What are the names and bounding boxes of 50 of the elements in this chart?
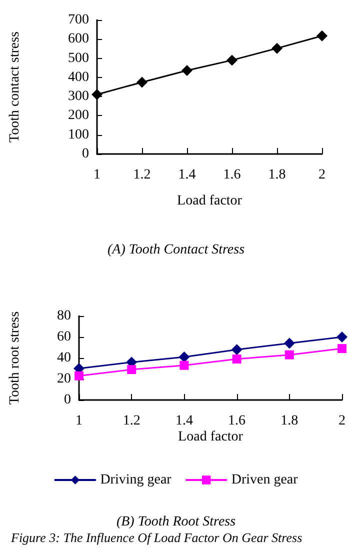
text: (A) Tooth Contact Stress xyxy=(107,242,246,258)
point xyxy=(272,42,282,54)
x-tick-label: 1 xyxy=(94,168,100,182)
y-tick-label: 0 xyxy=(64,392,71,408)
point xyxy=(74,371,84,380)
point xyxy=(136,76,148,88)
y-tick-label: 400 xyxy=(68,70,89,85)
x-axis-title: Load factor xyxy=(177,194,242,208)
point xyxy=(182,65,192,76)
point xyxy=(180,360,189,370)
y-tick-label: 20 xyxy=(57,372,71,386)
text: (B) Tooth Root Stress xyxy=(116,514,236,530)
x-axis-title: Load factor xyxy=(178,430,244,444)
point xyxy=(226,54,238,66)
point xyxy=(284,338,295,349)
y-tick-label: 60 xyxy=(57,330,71,344)
y-tick-label: 80 xyxy=(57,308,71,324)
y-tick-label: 700 xyxy=(68,12,89,28)
y-tick-label: 40 xyxy=(57,350,71,366)
point xyxy=(92,88,102,100)
y-tick-label: 500 xyxy=(68,50,89,66)
x-tick-label: 1.2 xyxy=(122,414,140,428)
point xyxy=(338,344,346,354)
caption: Figure 3: The Influence Of Load Factor On Gear Stress xyxy=(10,530,302,545)
y-axis-title: Tooth contact stress xyxy=(8,32,22,142)
x-tick-label: 1.4 xyxy=(178,168,196,182)
point xyxy=(178,351,190,362)
x-tick-label: 1.4 xyxy=(175,414,193,428)
legend-label: Driven gear xyxy=(231,472,298,488)
x-tick-label: 2 xyxy=(338,414,346,428)
x-tick-label: 1.2 xyxy=(133,168,151,182)
x-tick-label: 1.6 xyxy=(228,414,246,428)
x-tick-label: 1.8 xyxy=(280,414,298,428)
x-tick-label: 1.8 xyxy=(268,168,286,182)
y-axis-title: Tooth root stress xyxy=(8,311,22,405)
y-tick-label: 300 xyxy=(68,89,89,104)
point xyxy=(336,332,348,342)
point xyxy=(231,344,242,356)
y-tick-label: 0 xyxy=(82,146,89,162)
point xyxy=(284,350,294,360)
y-tick-label: 100 xyxy=(68,127,89,142)
legend-label: Driving gear xyxy=(100,472,172,488)
point xyxy=(232,354,242,364)
y-tick-label: 600 xyxy=(68,32,89,47)
x-tick-label: 1 xyxy=(76,414,82,428)
x-tick-label: 2 xyxy=(318,168,326,182)
point xyxy=(316,30,328,42)
point xyxy=(127,365,136,374)
y-tick-label: 200 xyxy=(68,108,89,124)
x-tick-label: 1.6 xyxy=(223,168,241,182)
